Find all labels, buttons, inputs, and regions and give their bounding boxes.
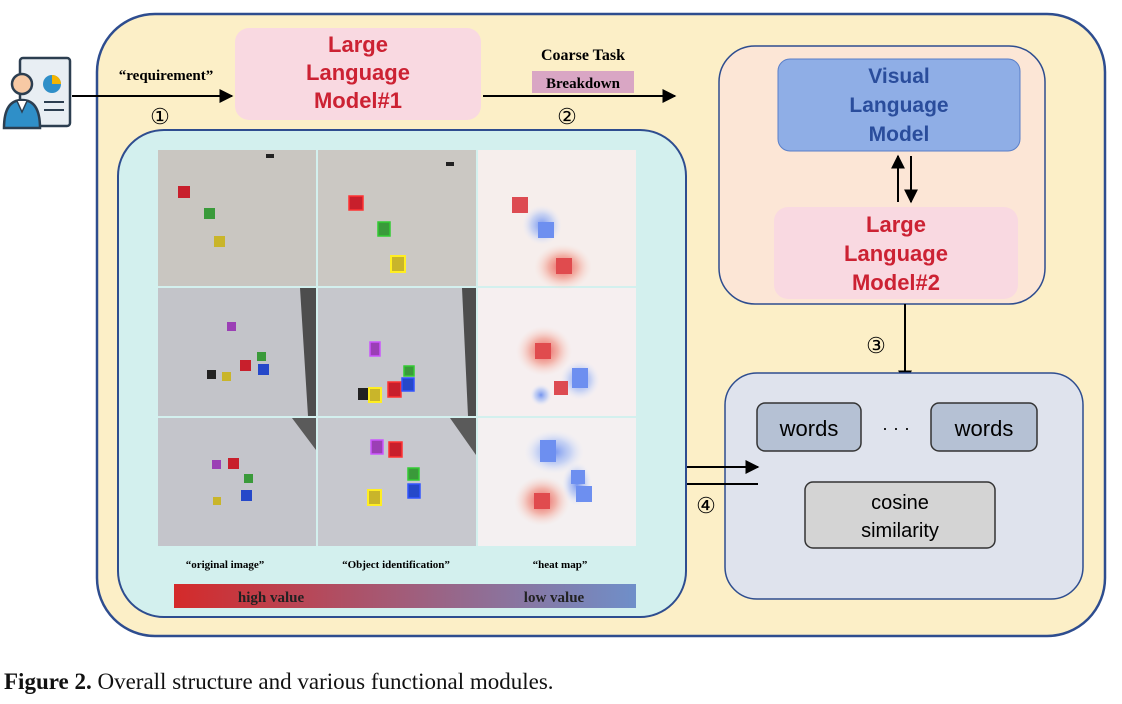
words-box-left [756, 402, 862, 452]
llm1-line2: Language [306, 60, 410, 85]
cosine-line2: similarity [861, 520, 939, 542]
llm1-box [235, 28, 481, 120]
vlm-box [777, 58, 1021, 152]
ellipsis: · · · [882, 418, 910, 438]
object-id-image-3 [318, 418, 476, 546]
col-label-object: “Object identification” [342, 559, 450, 571]
llm2-line2: Language [844, 241, 948, 266]
requirement-label: “requirement” [119, 68, 213, 84]
gradient-low-label: low value [524, 590, 585, 606]
llm2-box [774, 207, 1018, 299]
breakdown-label: Breakdown [546, 76, 621, 92]
llm2-line3: Model#2 [852, 270, 940, 295]
caption-number: Figure 2. [4, 669, 92, 694]
words-right-label: words [954, 416, 1014, 441]
step-1-marker: ① [150, 104, 170, 129]
col-label-original: “original image” [186, 559, 265, 571]
user-report-icon [2, 56, 72, 130]
caption-text: Overall structure and various functional… [92, 669, 554, 694]
cosine-similarity-box [804, 481, 996, 549]
step-2-marker: ② [557, 104, 577, 129]
llm2-line1: Large [866, 212, 926, 237]
step-3-marker: ③ [866, 333, 886, 358]
breakdown-highlight [532, 71, 634, 93]
original-image-1 [158, 150, 316, 286]
words-left-label: words [779, 416, 839, 441]
llm1-line3: Model#1 [314, 88, 402, 113]
original-image-3 [158, 418, 316, 546]
vlm-line3: Model [869, 123, 930, 146]
image-grid [158, 150, 636, 546]
value-gradient-bar [174, 584, 636, 608]
words-box-right [930, 402, 1038, 452]
original-image-2 [158, 288, 316, 416]
col-label-heat: “heat map” [533, 559, 588, 571]
vlm-line2: Language [849, 94, 948, 117]
figure-caption: Figure 2. Overall structure and various … [4, 669, 554, 694]
llm1-line1: Large [328, 32, 388, 57]
cosine-line1: cosine [871, 492, 929, 514]
step-4-marker: ④ [696, 493, 716, 518]
vlm-line1: Visual [868, 65, 929, 88]
gradient-high-label: high value [238, 590, 305, 606]
coarse-task-label: Coarse Task [541, 47, 625, 64]
